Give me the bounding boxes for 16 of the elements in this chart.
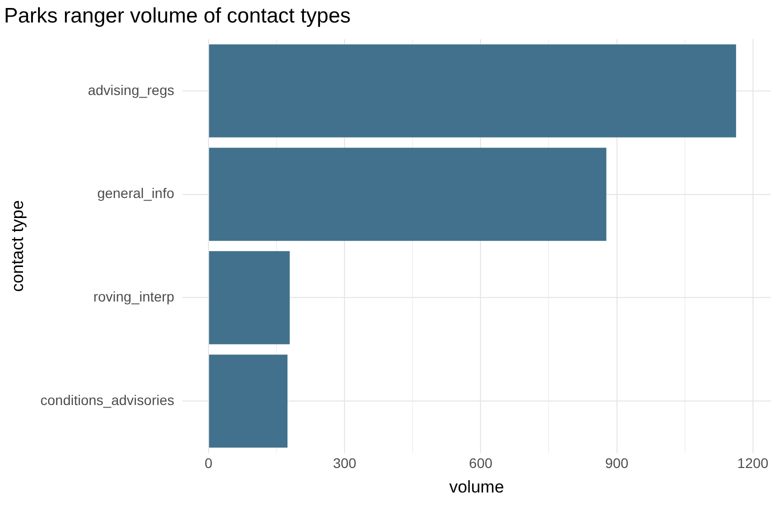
y-tick-label: roving_interp (93, 288, 174, 305)
bar (209, 44, 736, 138)
y-tick-label: conditions_advisories (40, 392, 174, 408)
x-tick-label: 900 (605, 455, 629, 472)
chart-title: Parks ranger volume of contact types (4, 4, 351, 28)
bar (209, 148, 606, 241)
x-tick-label: 1200 (737, 455, 769, 472)
y-tick-label: advising_regs (88, 82, 174, 98)
y-tick-label: general_info (97, 185, 174, 202)
y-axis-title: contact type (8, 200, 27, 292)
bar (209, 354, 288, 448)
x-tick-label: 600 (469, 455, 493, 472)
bar (209, 251, 290, 344)
x-tick-label: 300 (332, 455, 357, 472)
x-axis-title: volume (449, 477, 504, 496)
x-tick-label: 0 (204, 455, 213, 472)
